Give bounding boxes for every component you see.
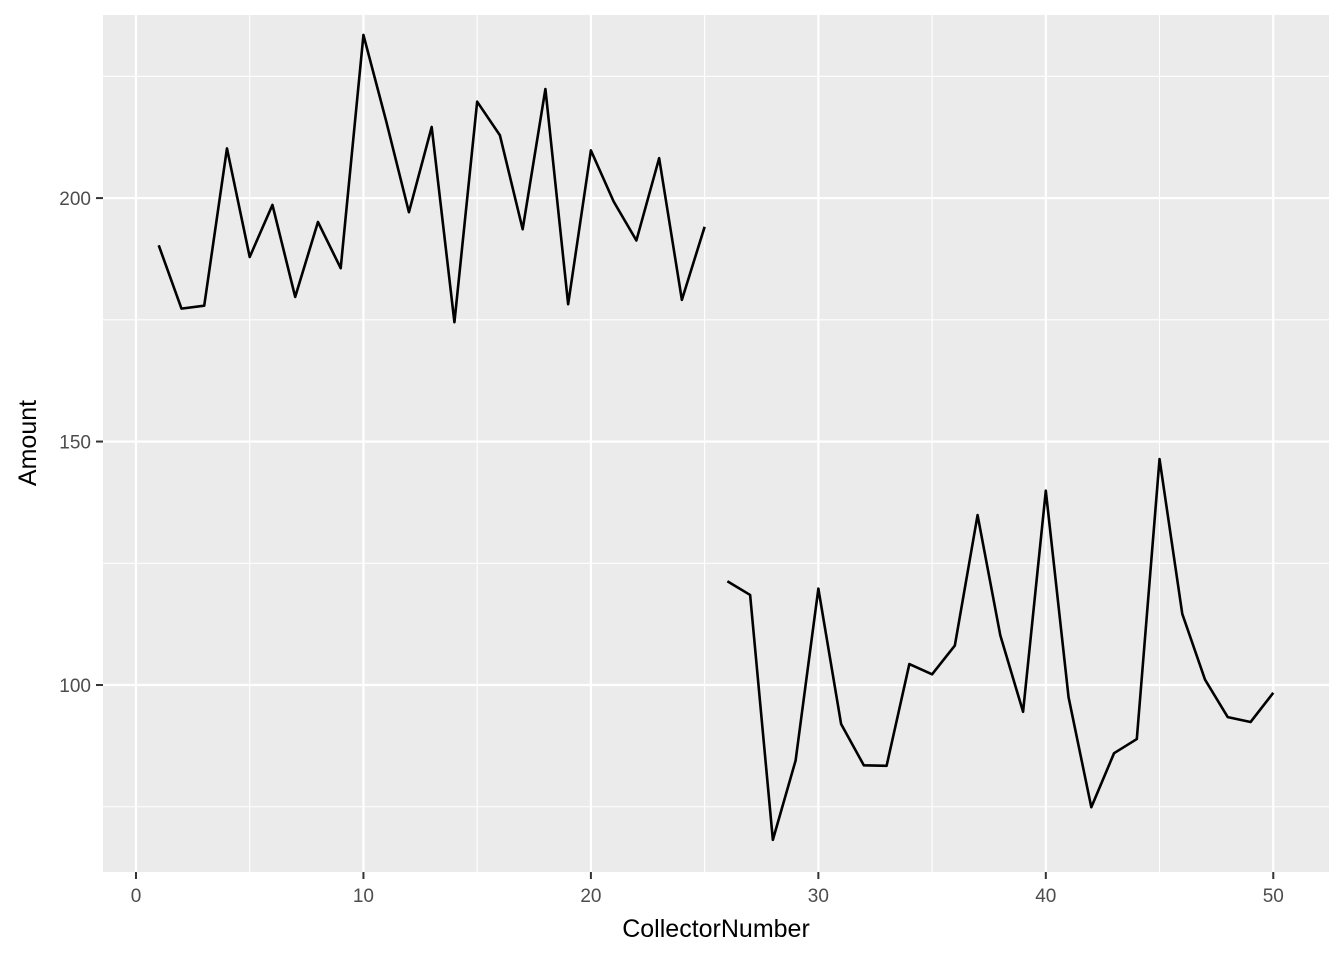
plot-panel [103, 15, 1329, 872]
x-tick-label: 40 [1035, 886, 1056, 907]
x-tick-label: 10 [353, 886, 374, 907]
minor-gridlines [103, 15, 1329, 872]
series-line-segment-1 [157, 33, 706, 324]
y-tick-label: 150 [59, 433, 91, 454]
y-axis-title: Amount [14, 400, 42, 486]
x-tick-label: 20 [580, 886, 601, 907]
x-tick-label: 30 [808, 886, 829, 907]
y-tick-label: 100 [59, 676, 91, 697]
x-axis: 0 10 20 30 40 50 [131, 872, 1284, 907]
series-layer [157, 33, 1275, 842]
y-tick-label: 200 [59, 189, 91, 210]
y-axis: 100 150 200 [59, 189, 103, 697]
x-tick-label: 0 [131, 886, 142, 907]
x-axis-title: CollectorNumber [622, 915, 810, 943]
series-line-segment-2 [726, 457, 1275, 842]
x-tick-label: 50 [1263, 886, 1284, 907]
